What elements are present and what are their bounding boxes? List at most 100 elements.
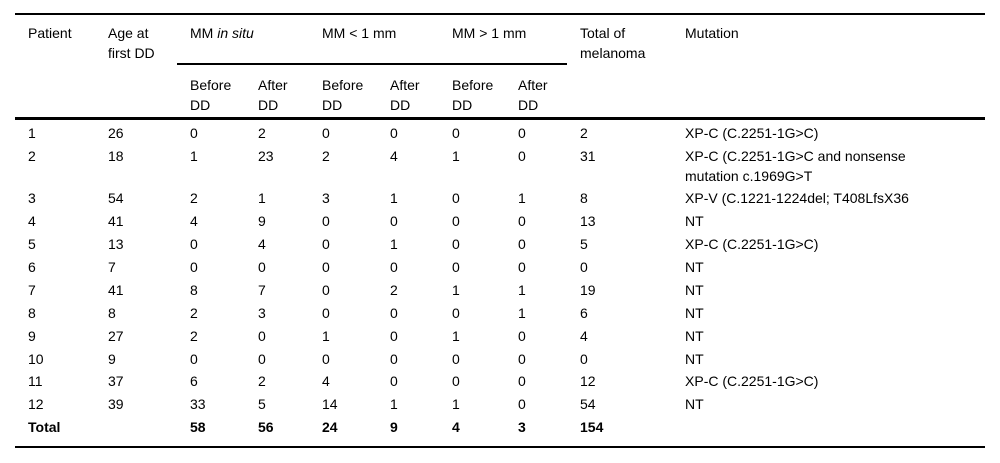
patients-melanoma-table-wrap: Patient Age at first DD MM in situ MM < … [15, 13, 986, 448]
mutation-cell: XP-C (C.2251-1G>C and nonsense mutation … [685, 147, 906, 184]
patient-cell: 4 [28, 213, 36, 230]
insitu-before-cell: 0 [190, 124, 198, 141]
patient-cell: 1 [28, 124, 36, 141]
gt1-after-cell: 0 [518, 350, 526, 367]
lt1-before-cell: 0 [322, 124, 330, 141]
insitu-after-cell: 23 [258, 147, 274, 164]
total-cell: 12 [580, 373, 596, 390]
lt1-before-cell: 0 [322, 259, 330, 275]
mutation-cell: NT [685, 327, 704, 344]
table-row: 8 8 2 3 0 0 0 1 6 NT [15, 302, 985, 325]
gt1-before-cell: 0 [452, 190, 460, 207]
age-cell: 26 [108, 124, 124, 141]
header-age-at-first-dd: Age at first DD [95, 14, 177, 120]
patient-cell: 10 [28, 350, 44, 367]
gt1-after-cell: 0 [518, 124, 526, 141]
gt1-after-cell: 1 [518, 190, 526, 207]
insitu-before-cell: 2 [190, 190, 198, 207]
table-row: 9 27 2 0 1 0 1 0 4 NT [15, 325, 985, 348]
insitu-after-cell: 0 [258, 350, 266, 367]
insitu-before-cell: 2 [190, 304, 198, 321]
table-row: 4 41 4 9 0 0 0 0 13 NT [15, 210, 985, 233]
total-row: Total 58 56 24 9 4 3 154 [15, 416, 985, 447]
age-cell: 54 [108, 190, 124, 207]
total-label-cell: Total [28, 419, 61, 436]
age-cell: 27 [108, 327, 124, 344]
gt1-before-cell: 0 [452, 213, 460, 230]
insitu-before-cell: 0 [190, 350, 198, 367]
mutation-cell: NT [685, 259, 704, 275]
table-row: 10 9 0 0 0 0 0 0 0 NT [15, 348, 985, 371]
gt1-after-cell: 0 [518, 236, 526, 253]
insitu-before-cell: 8 [190, 281, 198, 298]
lt1-before-cell: 14 [322, 396, 338, 413]
age-cell [95, 416, 177, 447]
insitu-after-cell: 0 [258, 327, 266, 344]
gt1-after-cell: 0 [518, 396, 526, 413]
header-lt1-after-dd: After DD [377, 64, 440, 120]
gt1-before-total-cell: 4 [452, 419, 460, 436]
lt1-after-cell: 0 [390, 259, 398, 275]
lt1-after-cell: 0 [390, 124, 398, 141]
age-cell: 39 [108, 396, 124, 413]
lt1-before-cell: 0 [322, 350, 330, 367]
table-row: 11 37 6 2 4 0 0 0 12 XP-C (C.2251-1G>C) [15, 370, 985, 393]
patient-cell: 5 [28, 236, 36, 253]
header-insitu-before-dd: Before DD [177, 64, 245, 120]
age-cell: 8 [108, 304, 116, 321]
patient-cell: 7 [28, 281, 36, 298]
header-group-mm-lt-1mm: MM < 1 mm [309, 14, 440, 65]
age-cell: 41 [108, 281, 124, 298]
insitu-after-cell: 2 [258, 373, 266, 390]
lt1-after-cell: 1 [390, 190, 398, 207]
gt1-after-cell: 0 [518, 373, 526, 390]
mutation-cell: XP-C (C.2251-1G>C) [685, 236, 819, 253]
insitu-before-total-cell: 58 [190, 419, 206, 436]
insitu-before-cell: 33 [190, 396, 206, 413]
lt1-after-cell: 2 [390, 281, 398, 298]
gt1-before-cell: 0 [452, 124, 460, 141]
age-cell: 7 [108, 259, 116, 275]
header-patient: Patient [15, 14, 95, 120]
lt1-after-cell: 0 [390, 304, 398, 321]
gt1-before-cell: 0 [452, 304, 460, 321]
lt1-before-cell: 0 [322, 304, 330, 321]
gt1-before-cell: 0 [452, 259, 460, 275]
header-lt1-before-dd: Before DD [309, 64, 378, 120]
gt1-before-cell: 1 [452, 281, 460, 298]
lt1-after-cell: 0 [390, 373, 398, 390]
header-sub-row: Before DD After DD Before DD After DD Be… [15, 64, 985, 120]
total-cell: 8 [580, 190, 588, 207]
gt1-after-cell: 1 [518, 304, 526, 321]
age-cell: 9 [108, 350, 116, 367]
lt1-after-cell: 1 [390, 396, 398, 413]
mutation-cell: NT [685, 396, 704, 413]
gt1-after-cell: 1 [518, 281, 526, 298]
insitu-before-cell: 2 [190, 327, 198, 344]
gt1-after-cell: 0 [518, 147, 526, 164]
patient-cell: 2 [28, 147, 36, 164]
total-cell: 6 [580, 304, 588, 321]
gt1-after-cell: 0 [518, 259, 526, 275]
insitu-before-cell: 1 [190, 147, 198, 164]
total-cell: 4 [580, 327, 588, 344]
insitu-after-cell: 1 [258, 190, 266, 207]
grand-total-cell: 154 [580, 419, 604, 436]
gt1-before-cell: 1 [452, 327, 460, 344]
total-cell: 0 [580, 259, 588, 275]
lt1-before-cell: 0 [322, 213, 330, 230]
gt1-before-cell: 0 [452, 236, 460, 253]
insitu-after-cell: 3 [258, 304, 266, 321]
table-row: 3 54 2 1 3 1 0 1 8 XP-V (C.1221-1224del;… [15, 187, 985, 210]
lt1-before-cell: 0 [322, 281, 330, 298]
mutation-cell: NT [685, 281, 704, 298]
insitu-after-cell: 9 [258, 213, 266, 230]
total-cell: 54 [580, 396, 596, 413]
table-header: Patient Age at first DD MM in situ MM < … [15, 14, 986, 120]
mutation-cell: NT [685, 350, 704, 367]
table-row: 6 7 0 0 0 0 0 0 0 NT [15, 256, 985, 279]
insitu-after-total-cell: 56 [258, 419, 274, 436]
age-cell: 41 [108, 213, 124, 230]
mutation-cell: XP-C (C.2251-1G>C) [685, 373, 819, 390]
age-cell: 18 [108, 147, 124, 164]
